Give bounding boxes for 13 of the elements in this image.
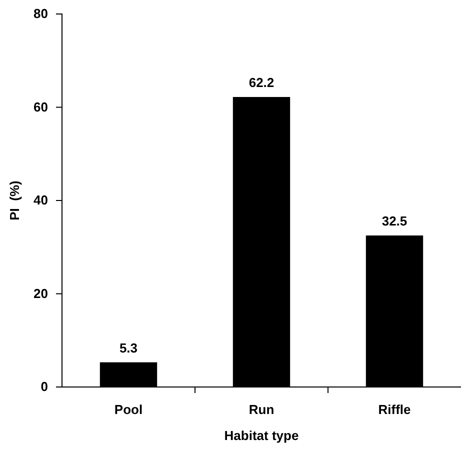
y-tick-label: 80 bbox=[34, 6, 48, 22]
x-tick-label: Run bbox=[248, 402, 274, 417]
x-tick-label: Riffle bbox=[378, 402, 411, 417]
x-axis-title: Habitat type bbox=[224, 428, 299, 443]
x-tick-label: Pool bbox=[114, 402, 143, 417]
y-tick-label: 40 bbox=[34, 192, 48, 208]
data-label: 62.2 bbox=[248, 74, 274, 90]
y-tick-label: 60 bbox=[34, 99, 48, 114]
y-tick-label: 20 bbox=[34, 286, 48, 301]
y-axis-title: PI (%) bbox=[7, 180, 22, 220]
data-label: 32.5 bbox=[382, 213, 408, 228]
y-tick-label: 0 bbox=[40, 379, 48, 394]
data-label: 5.3 bbox=[119, 340, 138, 356]
